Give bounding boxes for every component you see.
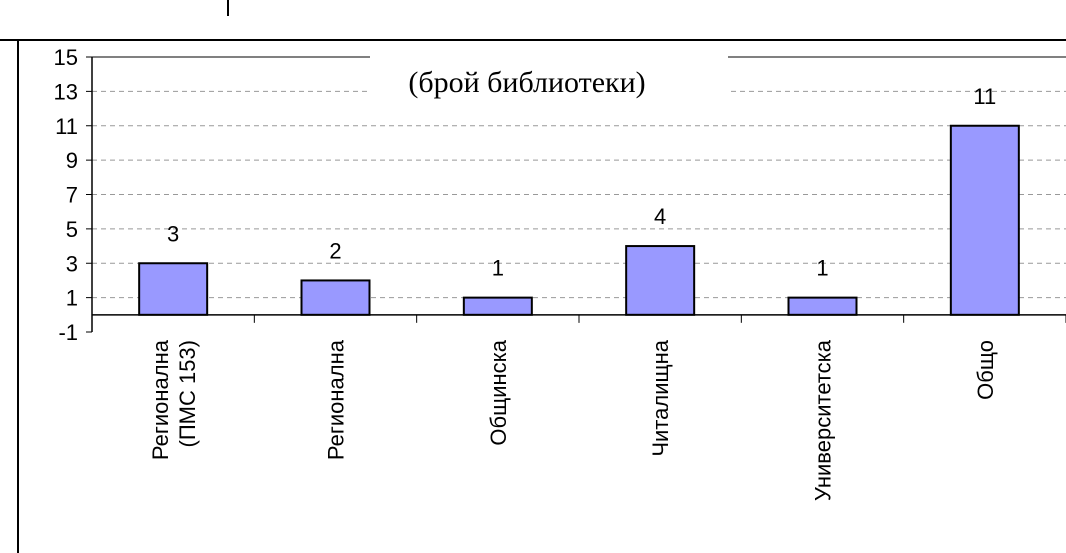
x-tick-label-line: Читалищна [648, 339, 673, 456]
bar [787, 296, 858, 316]
y-tick-label: 3 [66, 251, 78, 276]
x-tick-label-line: Регионална [324, 339, 349, 460]
value-label: 11 [973, 84, 996, 109]
bar [949, 124, 1020, 316]
bar [300, 279, 371, 316]
bar [462, 296, 533, 316]
x-tick-label: Читалищна [648, 339, 673, 456]
y-tick-label: 15 [54, 45, 78, 70]
y-tick-label: 13 [54, 79, 78, 104]
x-tick-label-line: Регионална [148, 339, 173, 460]
x-tick-label-line: Общо [973, 340, 998, 400]
value-label: 2 [329, 238, 341, 263]
value-label: 1 [492, 256, 504, 281]
x-tick-label-line: (ПМС 153) [175, 340, 200, 448]
value-label: 1 [816, 256, 828, 281]
x-tick-label: Регионална [324, 339, 349, 460]
x-tick-label: Общинска [486, 339, 511, 445]
y-tick-label: 11 [55, 114, 78, 139]
value-label: 4 [654, 204, 666, 229]
y-tick-label: 9 [66, 148, 78, 173]
x-tick-label: Регионална(ПМС 153) [148, 339, 200, 460]
x-tick-label-line: Общинска [486, 339, 511, 445]
y-tick-label: 7 [66, 183, 78, 208]
y-tick-label: -1 [58, 320, 78, 345]
bar [138, 262, 209, 316]
y-tick-label: 5 [66, 217, 78, 242]
x-tick-label: Университетска [811, 339, 836, 501]
y-tick-label: 1 [66, 286, 78, 311]
chart-title: (брой библиотеки) [408, 66, 645, 99]
bar [625, 245, 696, 316]
value-label: 3 [167, 221, 179, 246]
title-background [370, 50, 728, 106]
x-tick-label-line: Университетска [811, 339, 836, 501]
x-tick-label: Общо [973, 340, 998, 400]
